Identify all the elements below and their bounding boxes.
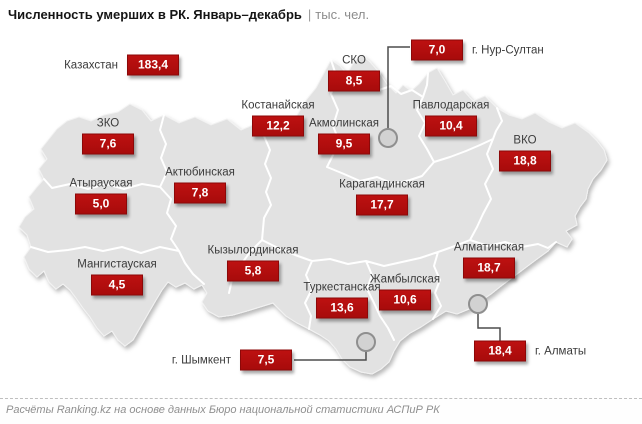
title-main: Численность умерших в РК. Январь–декабрь	[8, 7, 302, 22]
region-annotation: Карагандинская 17,7	[339, 179, 425, 216]
region-label: ЗКО	[96, 117, 120, 130]
region-label: Костанайская	[241, 99, 315, 112]
region-annotation: г. Алматы 18,4	[474, 340, 586, 362]
region-label: Кызылординская	[207, 244, 299, 257]
value-badge: 7,8	[174, 182, 226, 204]
region-label: г. Алматы	[535, 345, 587, 357]
value-badge: 10,6	[379, 289, 431, 311]
region-label: Алматинская	[453, 241, 525, 254]
region-annotation: ВКО 18,8	[499, 135, 551, 172]
region-label: Казахстан	[64, 59, 118, 71]
value-badge: 9,5	[318, 133, 370, 155]
city-marker-nur-sultan	[378, 128, 398, 148]
connector-almaty	[477, 304, 501, 343]
region-label: Карагандинская	[339, 178, 425, 191]
value-badge: 18,4	[474, 340, 526, 362]
region-annotation: Мангистауская 4,5	[77, 259, 157, 296]
region-label: Туркестанская	[303, 281, 381, 294]
region-annotation: Атырауская 5,0	[70, 178, 132, 215]
value-badge: 7,5	[240, 349, 292, 371]
region-annotation: Павлодарская 10,4	[413, 100, 489, 137]
region-annotation: Актюбинская 7,8	[165, 167, 235, 204]
region-label: Акмолинская	[309, 117, 379, 130]
region-label: СКО	[342, 54, 366, 67]
value-badge: 13,6	[316, 297, 368, 319]
region-label: Актюбинская	[165, 166, 235, 179]
value-badge: 10,4	[425, 115, 477, 137]
value-badge: 183,4	[127, 54, 179, 76]
region-label: г. Шымкент	[171, 354, 231, 366]
region-annotation: Туркестанская 13,6	[303, 282, 381, 319]
city-marker-almaty	[468, 294, 488, 314]
region-annotation: Жамбылская 10,6	[370, 274, 440, 311]
region-annotation: Казахстан 183,4	[64, 54, 179, 76]
footer: Расчёты Ranking.kz на основе данных Бюро…	[0, 398, 642, 424]
city-marker-shymkent	[356, 332, 376, 352]
region-label: Атырауская	[69, 177, 133, 190]
title-unit: тыс. чел.	[315, 7, 370, 22]
source-note: Расчёты Ranking.kz на основе данных Бюро…	[6, 404, 440, 416]
region-borders	[30, 59, 557, 341]
value-badge: 5,0	[75, 193, 127, 215]
region-label: Мангистауская	[77, 258, 157, 271]
region-label: г. Нур-Султан	[472, 44, 544, 56]
region-label: Жамбылская	[369, 273, 441, 286]
page-title: Численность умерших в РК. Январь–декабрь…	[8, 6, 369, 24]
value-badge: 18,8	[499, 150, 551, 172]
value-badge: 18,7	[463, 257, 515, 279]
region-annotation: Костанайская 12,2	[241, 100, 315, 137]
region-annotation: Кызылординская 5,8	[207, 245, 299, 282]
value-badge: 8,5	[328, 70, 380, 92]
region-annotation: СКО 8,5	[328, 55, 380, 92]
value-badge: 17,7	[356, 194, 408, 216]
region-label: Павлодарская	[412, 99, 490, 112]
value-badge: 7,0	[411, 39, 463, 61]
value-badge: 12,2	[252, 115, 304, 137]
region-annotation: ЗКО 7,6	[82, 118, 134, 155]
region-label: ВКО	[513, 134, 537, 147]
value-badge: 5,8	[227, 260, 279, 282]
value-badge: 4,5	[91, 274, 143, 296]
region-annotation: Алматинская 18,7	[454, 242, 524, 279]
value-badge: 7,6	[82, 133, 134, 155]
title-separator: |	[307, 7, 312, 22]
region-annotation: Акмолинская 9,5	[309, 118, 379, 155]
region-annotation: г. Нур-Султан 7,0	[411, 39, 544, 61]
region-annotation: г. Шымкент 7,5	[172, 349, 292, 371]
connector-nur-sultan	[387, 46, 410, 138]
